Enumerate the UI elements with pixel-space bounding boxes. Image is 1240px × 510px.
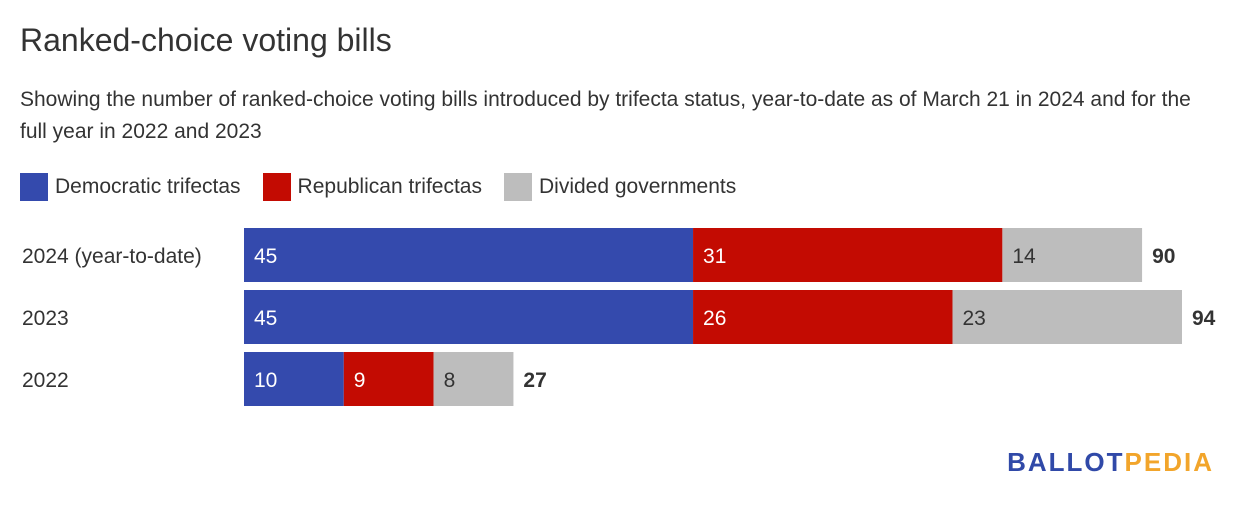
legend-swatch-divided <box>503 173 532 201</box>
bar-divided-governments-2024-year-to-date <box>1002 228 1143 282</box>
ballotpedia-logo: BALLOTPEDIA <box>1007 447 1214 478</box>
bar-republican-trifectas-2024-year-to-date <box>693 228 1003 282</box>
data-label-democratic-trifectas-2022: 10 <box>254 369 277 392</box>
chart-title: Ranked-choice voting bills <box>20 22 392 58</box>
bar-republican-trifectas-2022 <box>343 352 434 406</box>
category-label-2024-year-to-date: 2024 (year-to-date) <box>22 245 202 268</box>
bar-democratic-trifectas-2022 <box>244 352 344 406</box>
logo-text-ballot: BALLOT <box>1007 447 1125 477</box>
legend-swatch-democratic <box>20 173 48 201</box>
data-label-divided-governments-2022: 8 <box>444 369 456 392</box>
data-label-republican-trifectas-2022: 9 <box>354 369 366 392</box>
legend-item-democratic: Democratic trifectas <box>20 173 241 201</box>
legend-label-democratic: Democratic trifectas <box>55 175 241 198</box>
legend-swatch-republican <box>262 173 291 201</box>
total-label-2022: 27 <box>523 369 546 392</box>
data-label-democratic-trifectas-2024-year-to-date: 45 <box>254 245 277 268</box>
data-label-divided-governments-2024-year-to-date: 14 <box>1012 245 1036 268</box>
total-label-2024-year-to-date: 90 <box>1152 245 1175 268</box>
bar-divided-governments-2023 <box>952 290 1182 344</box>
legend-label-divided: Divided governments <box>538 175 737 198</box>
bar-democratic-trifectas-2023 <box>244 290 694 344</box>
legend-label-republican: Republican trifectas <box>297 175 482 198</box>
category-label-2022: 2022 <box>22 369 69 392</box>
data-label-republican-trifectas-2023: 26 <box>703 307 726 330</box>
data-label-democratic-trifectas-2023: 45 <box>254 307 277 330</box>
category-label-2023: 2023 <box>22 307 69 330</box>
data-label-republican-trifectas-2024-year-to-date: 31 <box>703 245 726 268</box>
legend-item-divided: Divided governments <box>503 173 737 201</box>
total-label-2023: 94 <box>1192 307 1216 330</box>
legend: Democratic trifectas Republican trifecta… <box>20 172 758 202</box>
bar-divided-governments-2022 <box>433 352 514 406</box>
bar-republican-trifectas-2023 <box>693 290 953 344</box>
bar-democratic-trifectas-2024-year-to-date <box>244 228 694 282</box>
chart-subtitle: Showing the number of ranked-choice voti… <box>20 88 1191 143</box>
logo-text-pedia: PEDIA <box>1124 447 1214 477</box>
legend-item-republican: Republican trifectas <box>262 173 482 201</box>
data-label-divided-governments-2023: 23 <box>962 307 985 330</box>
